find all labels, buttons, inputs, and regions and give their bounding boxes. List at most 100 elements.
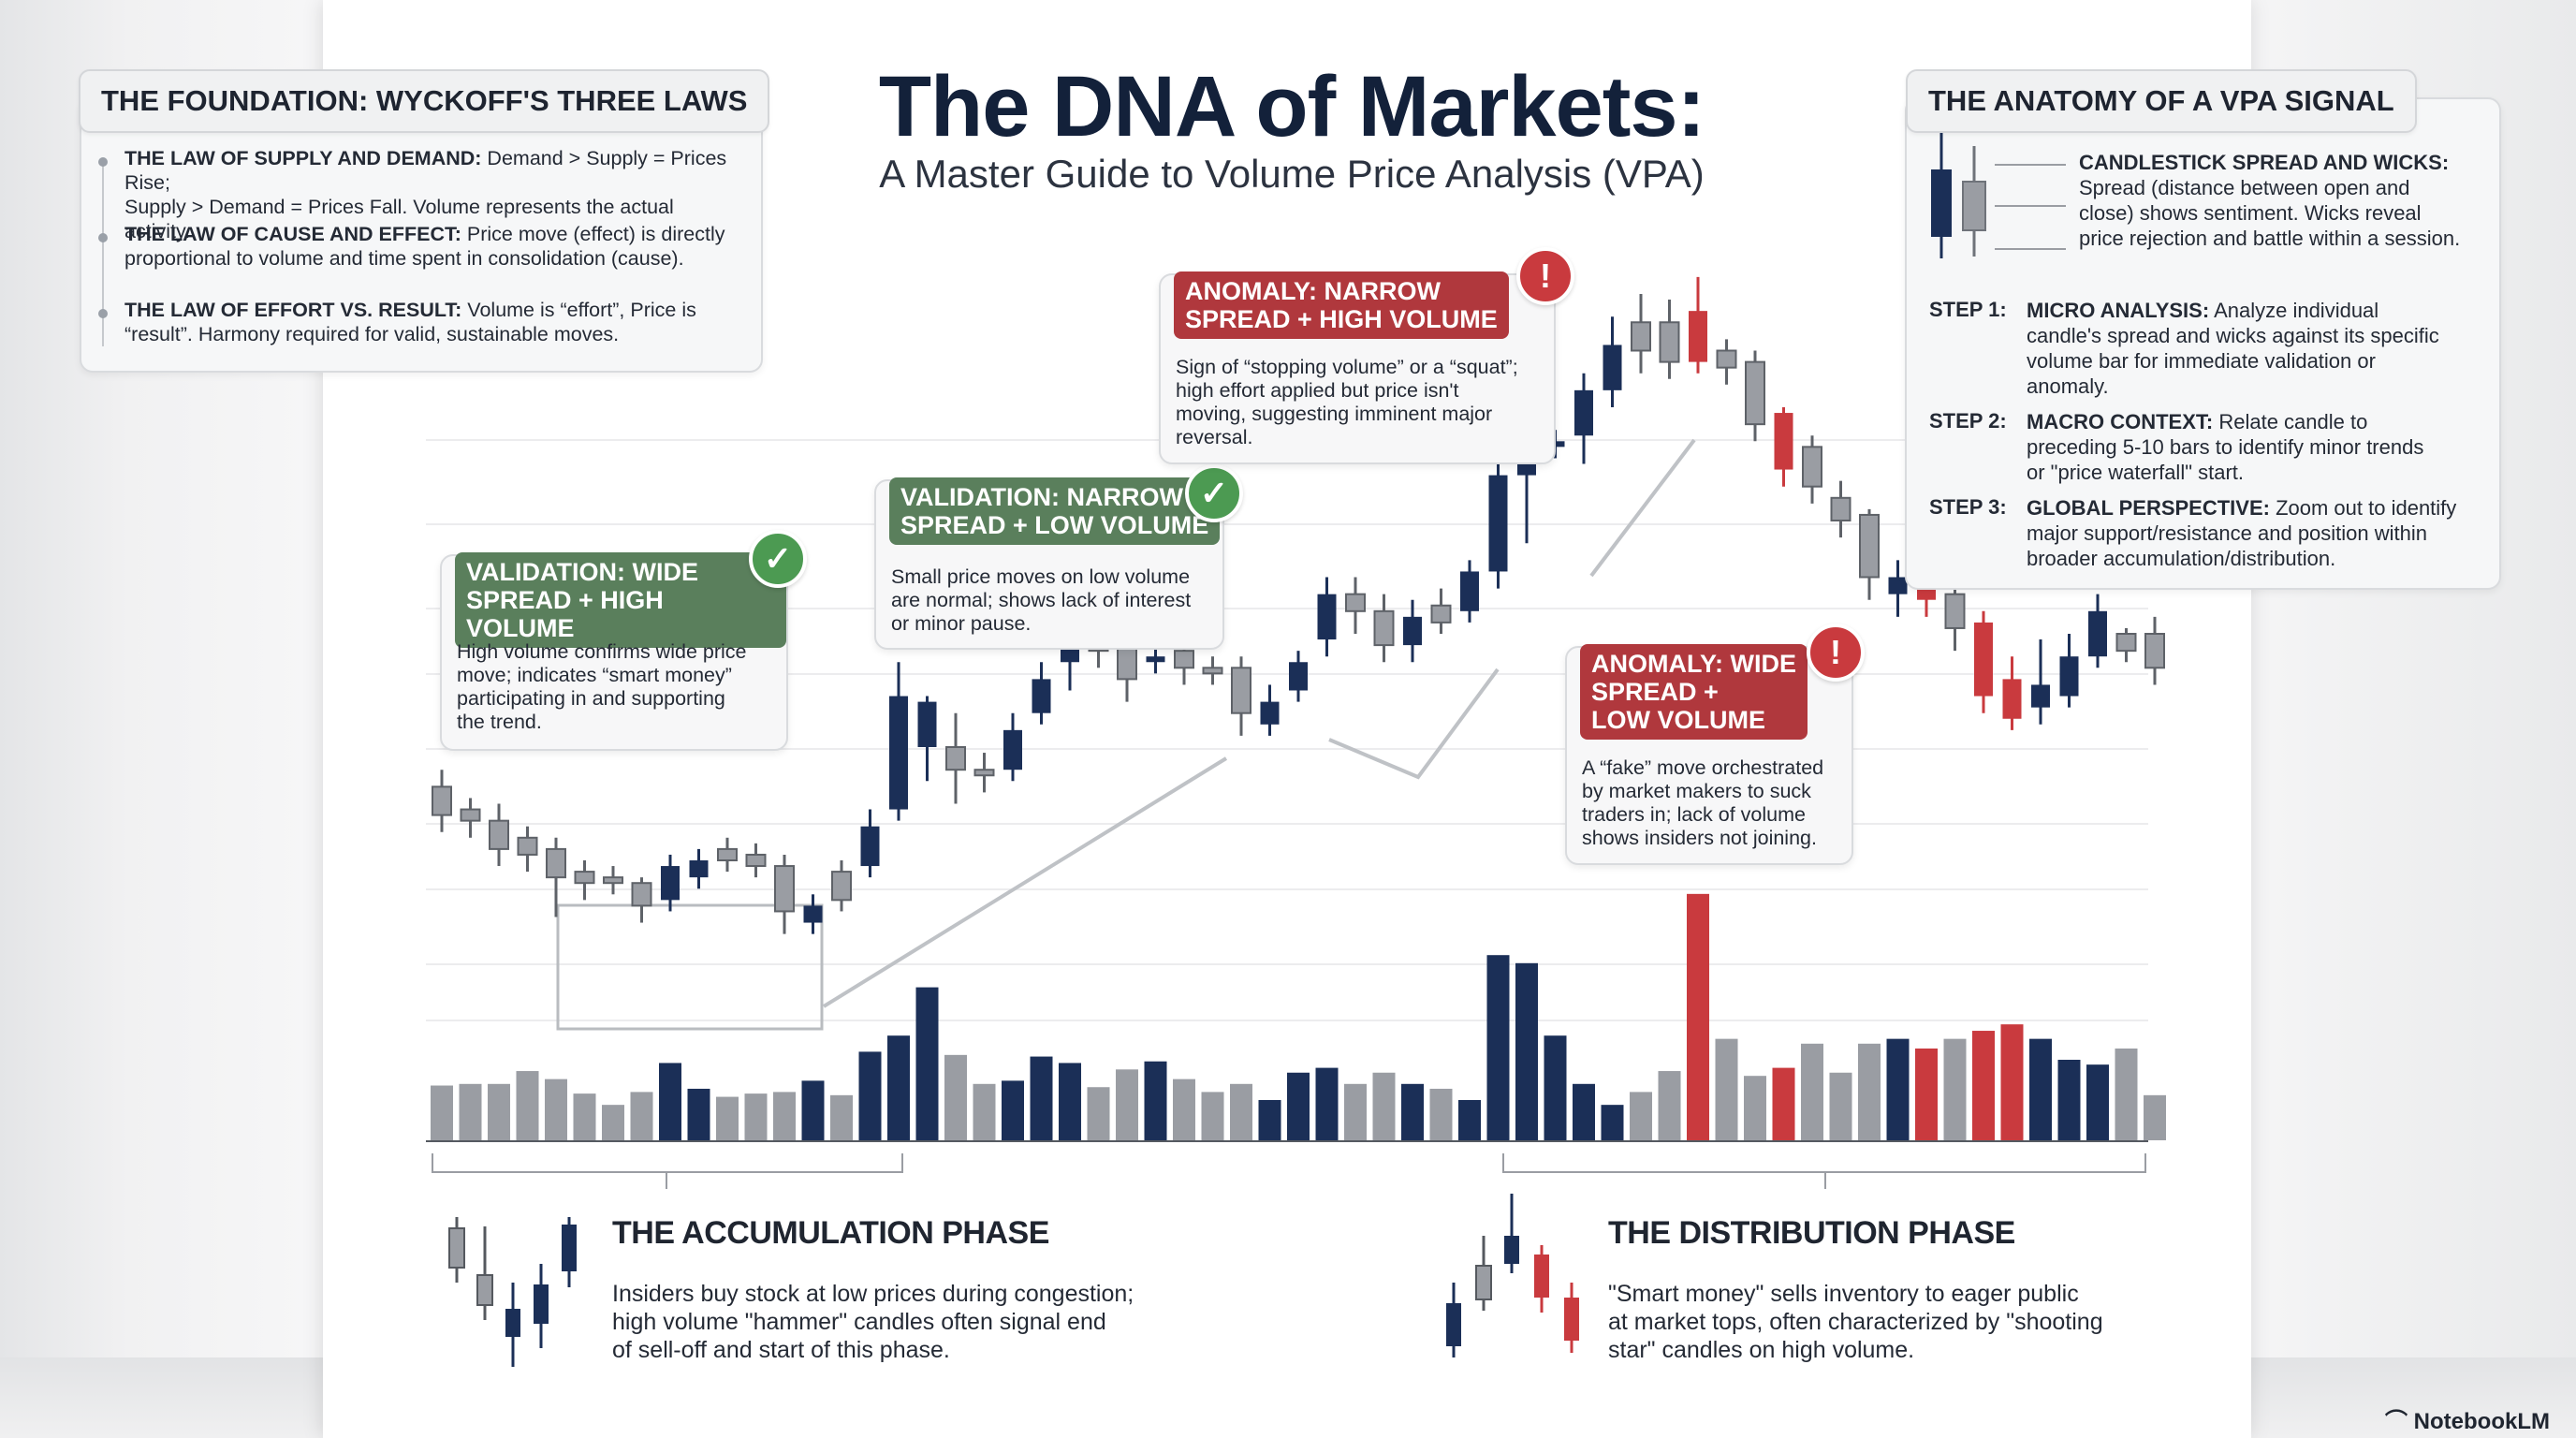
volume-bar-23 xyxy=(1059,1063,1081,1140)
volume-bar-22 xyxy=(1030,1056,1053,1140)
volume-bar-13 xyxy=(773,1092,796,1140)
trend-line-accumulation xyxy=(822,756,1228,1008)
trend-line-pullback xyxy=(1328,668,1500,780)
volume-bar-4 xyxy=(516,1071,539,1140)
volume-bar-3 xyxy=(488,1083,510,1140)
callout-4-tag: ANOMALY: WIDE SPREAD + LOW VOLUME xyxy=(1580,644,1808,740)
volume-bar-7 xyxy=(602,1105,624,1140)
distribution-candles-icon xyxy=(1446,1194,1579,1357)
callout-wide-spread-low-volume: ANOMALY: WIDE SPREAD + LOW VOLUME A “fake”… xyxy=(1565,644,1853,865)
wall-shadow-left xyxy=(0,1357,323,1438)
candle-body-37 xyxy=(1460,571,1479,611)
callout-wide-spread-high-volume: VALIDATION: WIDE SPREAD + HIGH VOLUME Hig… xyxy=(440,552,788,751)
candle-body-31 xyxy=(1289,662,1308,691)
accumulation-text: Insiders buy stock at low prices during … xyxy=(612,1281,1134,1363)
callout-3-tag: ANOMALY: NARROW SPREAD + HIGH VOLUME xyxy=(1174,271,1509,339)
volume-bar-17 xyxy=(887,1035,910,1140)
volume-bar-10 xyxy=(687,1088,710,1140)
volume-bar-44 xyxy=(1658,1071,1681,1140)
volume-bar-15 xyxy=(830,1094,853,1140)
page-subtitle: A Master Guide to Volume Price Analysis … xyxy=(879,152,1705,196)
volume-bar-28 xyxy=(1201,1092,1224,1140)
volume-bar-55 xyxy=(1972,1031,1995,1140)
volume-bar-20 xyxy=(973,1083,996,1140)
volume-bar-30 xyxy=(1258,1100,1281,1140)
callout-2-tag: VALIDATION: NARROW SPREAD + LOW VOLUME xyxy=(889,477,1221,545)
candle-body-35 xyxy=(1403,616,1422,646)
candle-body-59 xyxy=(2088,610,2107,657)
candle-body-27 xyxy=(1174,650,1194,669)
volume-bar-50 xyxy=(1829,1072,1852,1140)
law-bullet-3 xyxy=(98,309,108,318)
candle-body-16 xyxy=(860,826,880,867)
candle-body-32 xyxy=(1317,594,1337,640)
volume-bar-29 xyxy=(1230,1083,1252,1140)
volume-bar-59 xyxy=(2086,1064,2109,1140)
candle-body-50 xyxy=(1830,496,1852,521)
candle-body-4 xyxy=(517,836,538,856)
step-3-text: GLOBAL PERSPECTIVE: Zoom out to identify… xyxy=(2027,496,2457,570)
trend-line-top xyxy=(1589,438,1696,578)
candle-body-45 xyxy=(1689,311,1707,362)
candle-body-54 xyxy=(1944,593,1966,629)
wall-shadow-right xyxy=(2251,1357,2576,1438)
candle-body-9 xyxy=(661,866,680,901)
candle-body-49 xyxy=(1802,446,1822,488)
step-2-text: MACRO CONTEXT: Relate candle to preceding… xyxy=(2027,410,2424,484)
candle-body-21 xyxy=(1003,729,1022,770)
callout-3-text: Sign of “stopping volume” or a “squat”; h… xyxy=(1176,356,1518,448)
candle-body-44 xyxy=(1659,321,1680,363)
candle-body-13 xyxy=(774,865,795,913)
anomaly-alert-icon-1: ! xyxy=(1516,247,1574,305)
volume-bar-54 xyxy=(1943,1038,1967,1140)
validation-check-icon-2: ✓ xyxy=(1185,464,1243,522)
candle-body-29 xyxy=(1231,667,1251,714)
callout-narrow-spread-low-volume: VALIDATION: NARROW SPREAD + LOW VOLUME Sm… xyxy=(874,477,1224,650)
volume-bar-2 xyxy=(459,1083,482,1140)
candle-body-33 xyxy=(1345,593,1366,612)
volume-bar-60 xyxy=(2115,1048,2138,1140)
callout-narrow-spread-high-volume: ANOMALY: NARROW SPREAD + HIGH VOLUME Sign… xyxy=(1159,271,1556,464)
volume-bar-41 xyxy=(1573,1083,1595,1140)
volume-bar-14 xyxy=(801,1080,825,1140)
callout-1-tag: VALIDATION: WIDE SPREAD + HIGH VOLUME xyxy=(455,552,786,648)
volume-bar-33 xyxy=(1344,1083,1367,1140)
volume-bar-35 xyxy=(1401,1083,1424,1140)
anomaly-alert-icon-2: ! xyxy=(1807,624,1865,682)
step-1-label: STEP 1: xyxy=(1929,298,2007,321)
candle-body-48 xyxy=(1774,413,1793,470)
candle-body-2 xyxy=(460,808,481,822)
volume-bar-57 xyxy=(2029,1038,2052,1140)
volume-bar-52 xyxy=(1886,1038,1910,1140)
volume-bar-6 xyxy=(573,1093,596,1140)
anatomy-panel: CANDLESTICK SPREAD AND WICKS: Spread (di… xyxy=(1905,97,2501,590)
candle-body-12 xyxy=(745,853,767,868)
foundation-heading: THE FOUNDATION: WYCKOFF'S THREE LAWS xyxy=(79,69,770,133)
volume-bar-53 xyxy=(1915,1048,1938,1140)
volume-bar-61 xyxy=(2144,1094,2166,1140)
volume-bar-58 xyxy=(2057,1060,2081,1140)
candle-body-56 xyxy=(2002,679,2022,719)
volume-bar-9 xyxy=(659,1063,681,1140)
step-2-label: STEP 2: xyxy=(1929,409,2007,433)
distribution-text: "Smart money" sells inventory to eager p… xyxy=(1608,1281,2103,1363)
volume-bar-12 xyxy=(744,1093,768,1140)
brand-logo: ⌒ NotebookLM xyxy=(2385,1409,2550,1434)
law-cause-effect: THE LAW OF CAUSE AND EFFECT: Price move … xyxy=(124,223,725,270)
volume-bar-16 xyxy=(858,1051,882,1140)
volume-bar-42 xyxy=(1601,1105,1624,1140)
candle-body-6 xyxy=(574,871,595,885)
candle-body-10 xyxy=(689,860,709,878)
step-1-text: MICRO ANALYSIS: Analyze individual candle… xyxy=(2027,299,2439,398)
candle-body-41 xyxy=(1574,389,1593,436)
accumulation-candles-icon xyxy=(448,1217,577,1367)
volume-bar-25 xyxy=(1116,1069,1138,1140)
candle-body-57 xyxy=(2031,684,2050,708)
candle-body-51 xyxy=(1859,513,1880,579)
accumulation-bracket xyxy=(432,1153,903,1189)
volume-bar-40 xyxy=(1544,1035,1567,1140)
candle-body-28 xyxy=(1202,667,1223,675)
volume-bar-34 xyxy=(1372,1072,1396,1140)
candle-body-18 xyxy=(917,701,937,747)
step-3-label: STEP 3: xyxy=(1929,495,2007,519)
